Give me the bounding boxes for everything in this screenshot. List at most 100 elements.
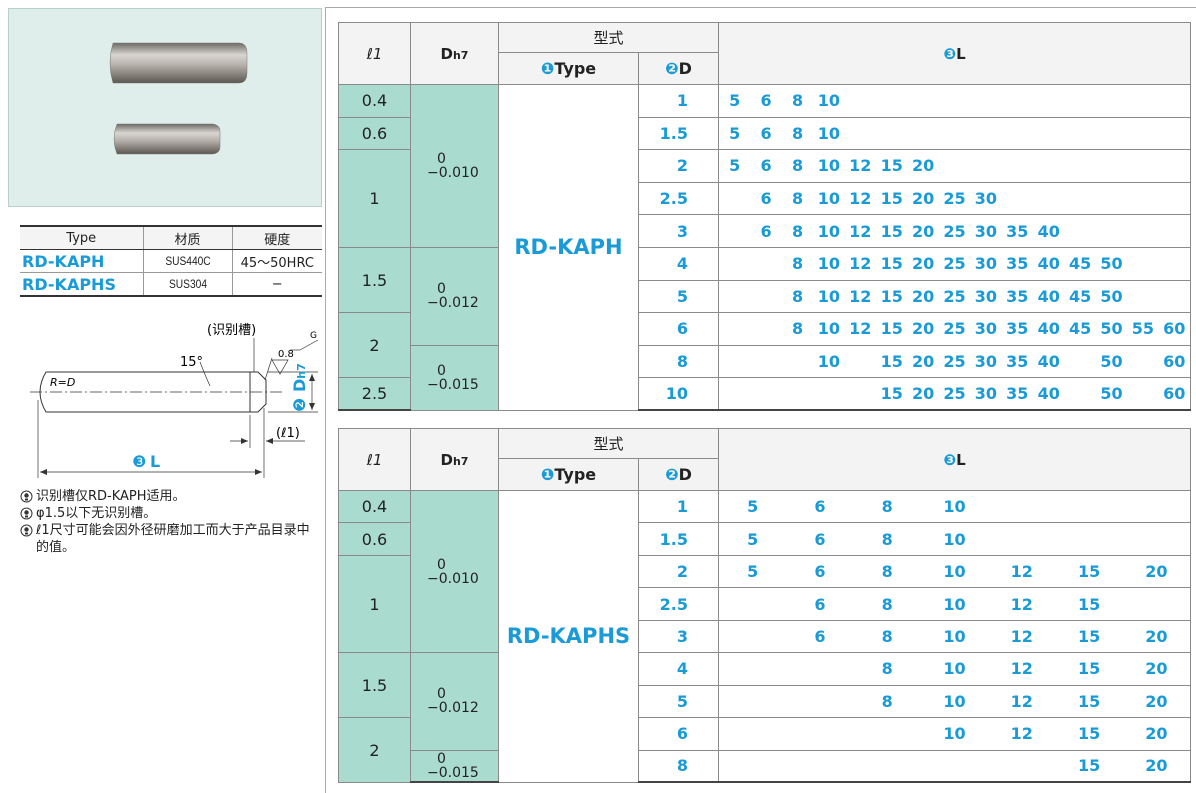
l-value: 8	[881, 562, 893, 582]
l-value: 10	[943, 626, 966, 646]
l-empty	[782, 352, 813, 371]
header-marker: ❷	[665, 59, 679, 78]
l1-cell: 1	[338, 149, 411, 248]
l-cell: 15 20 25 30 35 40 50 60	[718, 377, 1192, 412]
l-value: 5	[729, 91, 741, 111]
l-value: 12	[849, 189, 872, 209]
l-value: 8	[881, 626, 893, 646]
l-values: 5 6 8 10	[719, 124, 1190, 143]
header-cell: 材质	[142, 225, 232, 250]
l-value: 12	[1010, 626, 1033, 646]
body-row: 3 6 8 10 12 15 20 25 30 35 40	[339, 214, 1192, 248]
note: 识别槽仅RD-KAPH适用。	[20, 488, 312, 505]
l-empty	[970, 156, 1001, 175]
header-cell: ❷D	[637, 458, 720, 491]
l-value: 12	[1010, 659, 1033, 679]
l-empty	[1127, 124, 1158, 143]
d-cell: 3	[637, 619, 720, 654]
radius-label: R=D	[50, 376, 75, 389]
l-empty	[845, 91, 876, 110]
l-value: 12	[849, 254, 872, 274]
d-cell: 6	[637, 717, 720, 751]
l-empty	[719, 352, 750, 371]
l-value: 6	[760, 156, 772, 176]
l-empty	[786, 659, 853, 678]
l-value: 6	[760, 189, 772, 209]
l-empty	[750, 254, 781, 273]
tolerance-cell: 0 −0.015	[410, 749, 499, 784]
l-value: 12	[849, 319, 872, 339]
l-value: 60	[1163, 352, 1186, 372]
l-value: 20	[911, 319, 935, 339]
l-empty	[1127, 91, 1158, 110]
l-values: 6 8 10 12 15 20 25 30 35 40	[719, 222, 1190, 241]
header-cell: ❸L	[718, 428, 1192, 491]
tolerance-cell: 0 −0.012	[410, 246, 499, 346]
d-cell: 2.5	[637, 181, 720, 216]
spec-table: ℓ1 Dh7 型式 ❸L ❶Type ❷D 0.4 0 −0.010 RD-KAPHS 1 5 6 8 10…	[338, 428, 1192, 784]
l-values: 5 6 8 10 12 15 20	[719, 562, 1190, 581]
l-value: 8	[791, 286, 804, 306]
l-value: 50	[1100, 254, 1123, 274]
header-text: D	[678, 59, 692, 78]
pins-image	[109, 42, 248, 155]
l-empty	[1159, 156, 1190, 175]
d-cell: 1	[637, 84, 720, 118]
note-icon	[20, 490, 33, 503]
l-empty	[988, 756, 1055, 775]
header-cell: Dh7	[410, 22, 499, 85]
l-values: 6 8 10 12 15	[719, 595, 1190, 614]
l-value: 25	[943, 254, 966, 274]
l-value: 20	[1145, 659, 1168, 679]
body-row: 5 8 10 12 15 20	[339, 684, 1192, 719]
l-value: 5	[729, 156, 741, 176]
header-sub: h7	[452, 48, 469, 62]
note: ℓ1尺寸可能会因外径研磨加工而大于产品目录中的值。	[20, 522, 312, 556]
l-value: 12	[849, 286, 872, 306]
header-cell: Type	[20, 225, 143, 250]
l-empty	[1123, 497, 1190, 516]
note-text: ℓ1尺寸可能会因外径研磨加工而大于产品目录中的值。	[36, 523, 310, 555]
l-empty	[813, 384, 844, 403]
l-empty	[1033, 91, 1064, 110]
length-label: L	[150, 452, 160, 471]
l-empty	[970, 91, 1001, 110]
l-value: 25	[943, 286, 966, 306]
l-empty	[719, 319, 750, 338]
l-values: 5 6 8 10	[719, 530, 1190, 549]
l-values: 10 12 15 20	[719, 724, 1190, 743]
l-cell: 10 15 20 25 30 35 40 50 60	[718, 344, 1192, 379]
header-marker: ❶	[540, 59, 555, 78]
l-value: 15	[1077, 626, 1101, 646]
d-cell: 2	[637, 554, 720, 589]
l-value: 40	[1037, 384, 1060, 404]
l-empty	[1064, 91, 1095, 110]
tolerance-lower: −0.015	[427, 376, 479, 393]
l-cell: 8 10 12 15 20	[718, 684, 1192, 719]
hardness-cell: −	[231, 272, 322, 297]
spec-table: ℓ1 Dh7 型式 ❸L ❶Type ❷D 0.4 0 −0.010 RD-KAPH 1 5 6 8 10 0…	[338, 22, 1192, 412]
l1-cell: 2	[338, 717, 411, 783]
roughness-label: 0.8	[278, 349, 294, 360]
l-value: 50	[1100, 352, 1123, 372]
l-empty	[1159, 222, 1190, 241]
l-value: 35	[1006, 384, 1029, 404]
l-empty	[1064, 222, 1095, 241]
header-row: ❶Type ❷D	[339, 458, 1191, 491]
l-value: 10	[943, 562, 966, 582]
header-text: L	[956, 44, 966, 63]
d-cell: 8	[637, 344, 720, 379]
l-value: 40	[1037, 286, 1060, 306]
l-value: 25	[943, 384, 966, 404]
groove-label: (识别槽)	[207, 323, 256, 338]
l-values: 8 10 12 15 20	[719, 659, 1190, 678]
body-row: 1 2 5 6 8 10 12 15 20	[338, 554, 1192, 654]
l-empty	[1096, 189, 1127, 208]
header-marker: ❸	[943, 44, 957, 63]
l-value: 10	[817, 221, 841, 241]
l-value: 8	[881, 529, 893, 549]
l-value: 20	[911, 352, 935, 372]
l-value: 20	[1145, 756, 1168, 776]
l-value: 8	[881, 659, 893, 679]
l-cell: 8 10 12 15 20	[718, 652, 1192, 686]
